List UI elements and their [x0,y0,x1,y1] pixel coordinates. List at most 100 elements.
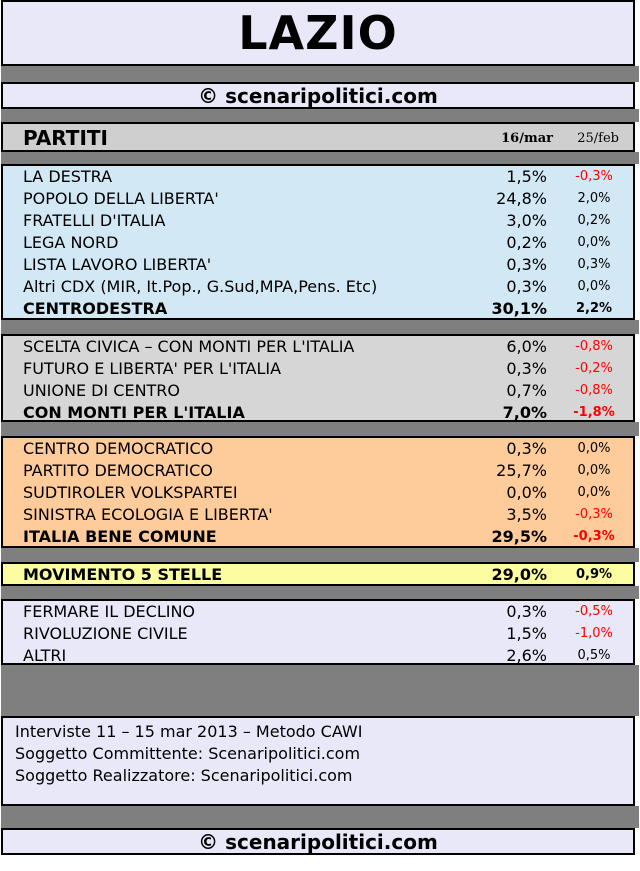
party-percentage: 0,2% [506,233,547,252]
group-monti: SCELTA CIVICA – CON MONTI PER L'ITALIA 6,… [1,334,635,422]
brand-box-bottom: © scenaripolitici.com [1,828,635,855]
header-col-current: 16/mar [501,131,553,146]
party-change: -0,3% [573,529,615,544]
party-change: 0,3% [577,257,611,272]
table-row: POPOLO DELLA LIBERTA' 24,8% 2,0% [3,188,633,210]
group-centrodestra: LA DESTRA 1,5% -0,3% POPOLO DELLA LIBERTA' 2… [1,164,635,320]
party-change: -0,2% [575,361,613,376]
table-row: FUTURO E LIBERTA' PER L'ITALIA 0,3% -0,2% [3,358,633,380]
party-change: -0,5% [575,604,613,619]
party-change: 0,0% [577,463,611,478]
brand-label: © scenaripolitici.com [198,829,438,854]
table-row: PARTITO DEMOCRATICO 25,7% 0,0% [3,460,633,482]
note-line: Soggetto Realizzatore: Scenaripolitici.c… [15,766,353,785]
party-percentage: 2,6% [506,646,547,665]
party-name: UNIONE DI CENTRO [23,381,181,400]
table-row: FRATELLI D'ITALIA 3,0% 0,2% [3,210,633,232]
header-col-previous: 25/feb [577,131,619,146]
separator [1,152,639,164]
party-name: FUTURO E LIBERTA' PER L'ITALIA [23,359,282,378]
party-name: SUDTIROLER VOLKSPARTEI [23,483,238,502]
table-row: ITALIA BENE COMUNE 29,5% -0,3% [3,526,633,548]
note-line: Soggetto Committente: Scenaripolitici.co… [15,744,361,763]
group-others: FERMARE IL DECLINO 0,3% -0,5% RIVOLUZIONE C… [1,599,635,665]
separator [1,806,639,828]
table-row: SINISTRA ECOLOGIA E LIBERTA' 3,5% -0,3% [3,504,633,526]
table-row: SCELTA CIVICA – CON MONTI PER L'ITALIA 6,… [3,336,633,358]
group-m5s: MOVIMENTO 5 STELLE 29,0% 0,9% [1,562,635,586]
table-row: RIVOLUZIONE CIVILE 1,5% -1,0% [3,623,633,645]
party-change: -0,3% [575,169,613,184]
party-change: 0,0% [577,485,611,500]
party-percentage: 3,0% [506,211,547,230]
separator [1,548,639,562]
separator [1,66,639,82]
table-row: LA DESTRA 1,5% -0,3% [3,166,633,188]
party-change: 0,0% [577,279,611,294]
table-row: MOVIMENTO 5 STELLE 29,0% 0,9% [3,564,633,586]
notes-box: Interviste 11 – 15 mar 2013 – Metodo CAW… [1,716,635,806]
party-change: 0,0% [577,441,611,456]
party-percentage: 29,5% [491,527,547,546]
party-name: CON MONTI PER L'ITALIA [23,403,245,422]
party-change: 0,0% [577,235,611,250]
page-title: LAZIO [238,6,398,60]
party-percentage: 0,3% [506,602,547,621]
party-name: LA DESTRA [23,167,113,186]
party-percentage: 0,3% [506,277,547,296]
table-header: PARTITI 16/mar 25/feb [1,122,635,152]
party-percentage: 24,8% [496,189,547,208]
brand-box-top: © scenaripolitici.com [1,82,635,109]
table-row: Altri CDX (MIR, It.Pop., G.Sud,MPA,Pens.… [3,276,633,298]
party-percentage: 1,5% [506,624,547,643]
party-change: 0,5% [577,648,611,663]
party-change: 0,2% [577,213,611,228]
party-change: -1,8% [573,405,615,420]
party-change: 2,2% [575,301,613,316]
party-change: -1,0% [575,626,613,641]
title-box: LAZIO [1,0,635,66]
party-percentage: 1,5% [506,167,547,186]
party-name: PARTITO DEMOCRATICO [23,461,213,480]
party-name: ITALIA BENE COMUNE [23,527,217,546]
party-name: FRATELLI D'ITALIA [23,211,166,230]
party-name: LISTA LAVORO LIBERTA' [23,255,212,274]
table-row: ALTRI 2,6% 0,5% [3,645,633,667]
party-change: -0,8% [575,339,613,354]
party-percentage: 0,3% [506,439,547,458]
party-name: CENTRODESTRA [23,299,168,318]
party-percentage: 0,3% [506,255,547,274]
table-row: CENTRO DEMOCRATICO 0,3% 0,0% [3,438,633,460]
separator [1,586,639,599]
table-row: SUDTIROLER VOLKSPARTEI 0,0% 0,0% [3,482,633,504]
table-row: FERMARE IL DECLINO 0,3% -0,5% [3,601,633,623]
party-percentage: 0,7% [506,381,547,400]
party-percentage: 29,0% [491,565,547,584]
party-percentage: 7,0% [502,403,547,422]
table-row: CON MONTI PER L'ITALIA 7,0% -1,8% [3,402,633,424]
separator [1,665,639,716]
separator [1,422,639,436]
party-percentage: 0,0% [506,483,547,502]
party-percentage: 0,3% [506,359,547,378]
party-change: 0,9% [575,567,613,582]
party-name: Altri CDX (MIR, It.Pop., G.Sud,MPA,Pens.… [23,277,378,296]
party-name: POPOLO DELLA LIBERTA' [23,189,219,208]
note-line: Interviste 11 – 15 mar 2013 – Metodo CAW… [15,722,363,741]
table-row: LEGA NORD 0,2% 0,0% [3,232,633,254]
party-name: SINISTRA ECOLOGIA E LIBERTA' [23,505,273,524]
party-percentage: 30,1% [491,299,547,318]
header-parties-label: PARTITI [23,126,108,150]
party-change: -0,3% [575,507,613,522]
party-name: FERMARE IL DECLINO [23,602,196,621]
separator [1,320,639,334]
table-row: CENTRODESTRA 30,1% 2,2% [3,298,633,320]
party-change: 2,0% [577,191,611,206]
party-percentage: 6,0% [506,337,547,356]
brand-label: © scenaripolitici.com [198,83,438,108]
party-name: SCELTA CIVICA – CON MONTI PER L'ITALIA [23,337,355,356]
party-name: CENTRO DEMOCRATICO [23,439,214,458]
party-name: LEGA NORD [23,233,119,252]
party-percentage: 25,7% [496,461,547,480]
party-change: -0,8% [575,383,613,398]
